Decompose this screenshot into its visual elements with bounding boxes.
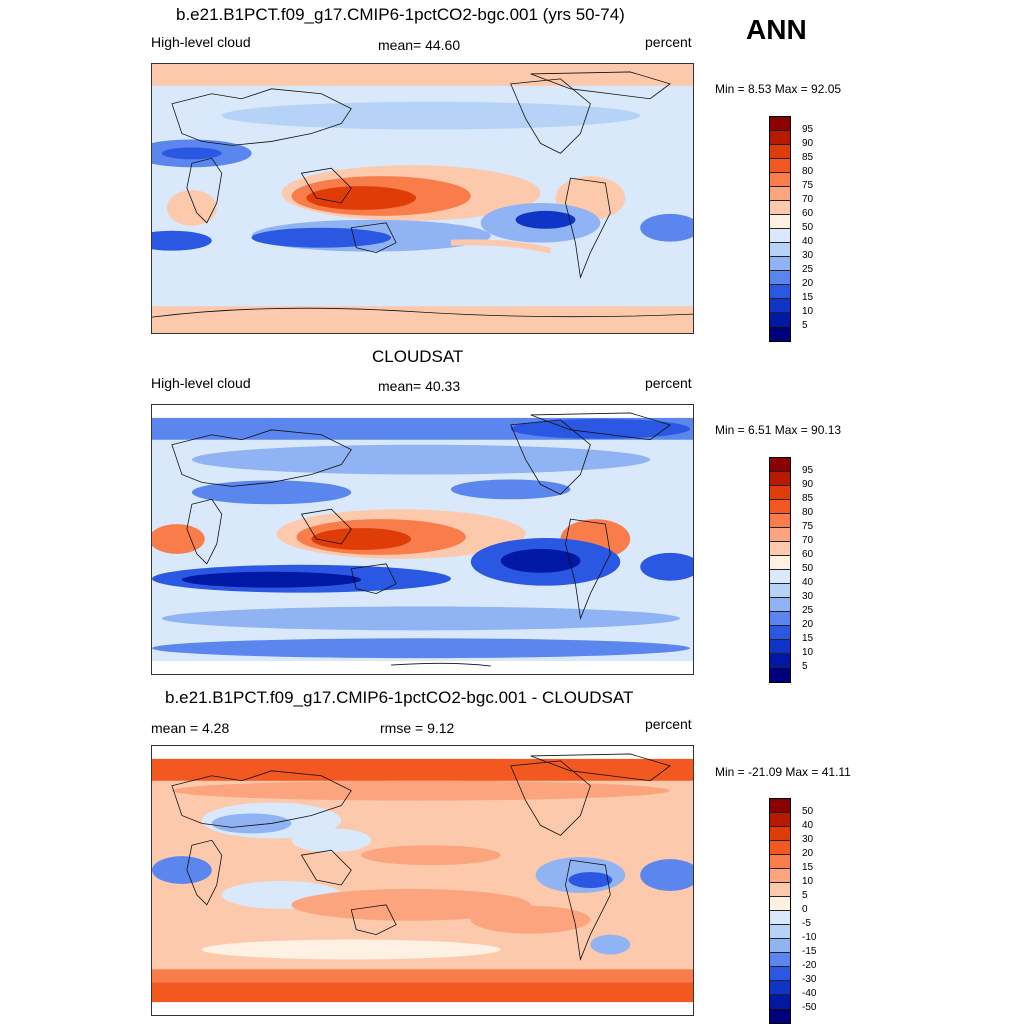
panel2-colorbar-label: 80: [802, 507, 814, 518]
panel1-left-label: High-level cloud: [151, 34, 251, 50]
panel3-colorbar-label: -20: [802, 960, 817, 971]
panel3-colorbar-label: -50: [802, 1002, 817, 1013]
panel3-colorbar-label: 0: [802, 904, 808, 915]
panel3-contour-field: [152, 746, 693, 1015]
panel3-colorbar-label: -15: [802, 946, 817, 957]
panel2-colorbar-label: 85: [802, 493, 814, 504]
panel3-map: [151, 745, 694, 1016]
panel1-map: [151, 63, 694, 334]
panel2-units-label: percent: [645, 375, 692, 391]
panel3-minmax: Min = -21.09 Max = 41.11: [715, 765, 851, 779]
panel2-contour-field: [152, 405, 693, 674]
panel2-left-label: High-level cloud: [151, 375, 251, 391]
panel2-minmax: Min = 6.51 Max = 90.13: [715, 423, 842, 437]
panel3-colorbar: [769, 798, 791, 1024]
panel3-colorbar-label: 50: [802, 806, 814, 817]
panel2-colorbar-label: 75: [802, 521, 814, 532]
panel1-colorbar-label: 85: [802, 152, 814, 163]
panel1-title: b.e21.B1PCT.f09_g17.CMIP6-1pctCO2-bgc.00…: [176, 5, 625, 24]
panel2-mean-label: mean= 40.33: [378, 378, 461, 394]
panel1-colorbar-label: 10: [802, 306, 814, 317]
panel1-colorbar-label: 90: [802, 138, 814, 149]
panel2-colorbar-label: 50: [802, 563, 814, 574]
panel3-colorbar-label: 10: [802, 876, 814, 887]
panel2-colorbar-label: 70: [802, 535, 814, 546]
panel1-colorbar-label: 25: [802, 264, 814, 275]
panel1-colorbar-label: 95: [802, 124, 814, 135]
panel1-colorbar-label: 50: [802, 222, 814, 233]
panel2-title: CLOUDSAT: [372, 347, 464, 366]
panel2-colorbar-label: 20: [802, 619, 814, 630]
panel2-colorbar-label: 95: [802, 465, 814, 476]
panel3-colorbar-label: 40: [802, 820, 814, 831]
panel2-colorbar-label: 25: [802, 605, 814, 616]
panel3-mean-label: mean = 4.28: [151, 720, 230, 736]
panel3-title: b.e21.B1PCT.f09_g17.CMIP6-1pctCO2-bgc.00…: [165, 688, 634, 707]
panel1-colorbar-label: 80: [802, 166, 814, 177]
panel3-colorbar-label: -5: [802, 918, 811, 929]
panel2-colorbar-label: 30: [802, 591, 814, 602]
season-label: ANN: [746, 14, 807, 45]
panel2-colorbar-label: 40: [802, 577, 814, 588]
panel1-colorbar-label: 75: [802, 180, 814, 191]
panel1-colorbar-label: 5: [802, 320, 808, 331]
panel3-colorbar-label: -40: [802, 988, 817, 999]
panel3-colorbar-label: 20: [802, 848, 814, 859]
panel2-map: [151, 404, 694, 675]
panel1-mean-label: mean= 44.60: [378, 37, 461, 53]
panel2-colorbar-label: 10: [802, 647, 814, 658]
panel2-colorbar-label: 5: [802, 661, 808, 672]
panel3-colorbar-label: -30: [802, 974, 817, 985]
panel1-colorbar-label: 70: [802, 194, 814, 205]
panel3-rmse-label: rmse = 9.12: [380, 720, 455, 736]
panel3-colorbar-label: 5: [802, 890, 808, 901]
panel3-colorbar-label: 15: [802, 862, 814, 873]
panel1-minmax: Min = 8.53 Max = 92.05: [715, 82, 842, 96]
panel1-colorbar: [769, 116, 791, 342]
panel1-contour-field: [152, 64, 693, 333]
panel1-colorbar-label: 60: [802, 208, 814, 219]
panel1-colorbar-label: 40: [802, 236, 814, 247]
panel1-units-label: percent: [645, 34, 692, 50]
panel1-colorbar-label: 30: [802, 250, 814, 261]
panel1-colorbar-label: 15: [802, 292, 814, 303]
panel3-colorbar-label: -10: [802, 932, 817, 943]
panel1-colorbar-label: 20: [802, 278, 814, 289]
panel3-colorbar-label: 30: [802, 834, 814, 845]
panel2-colorbar: [769, 457, 791, 683]
panel2-colorbar-label: 90: [802, 479, 814, 490]
panel3-units-label: percent: [645, 716, 692, 732]
panel2-colorbar-label: 60: [802, 549, 814, 560]
panel2-colorbar-label: 15: [802, 633, 814, 644]
